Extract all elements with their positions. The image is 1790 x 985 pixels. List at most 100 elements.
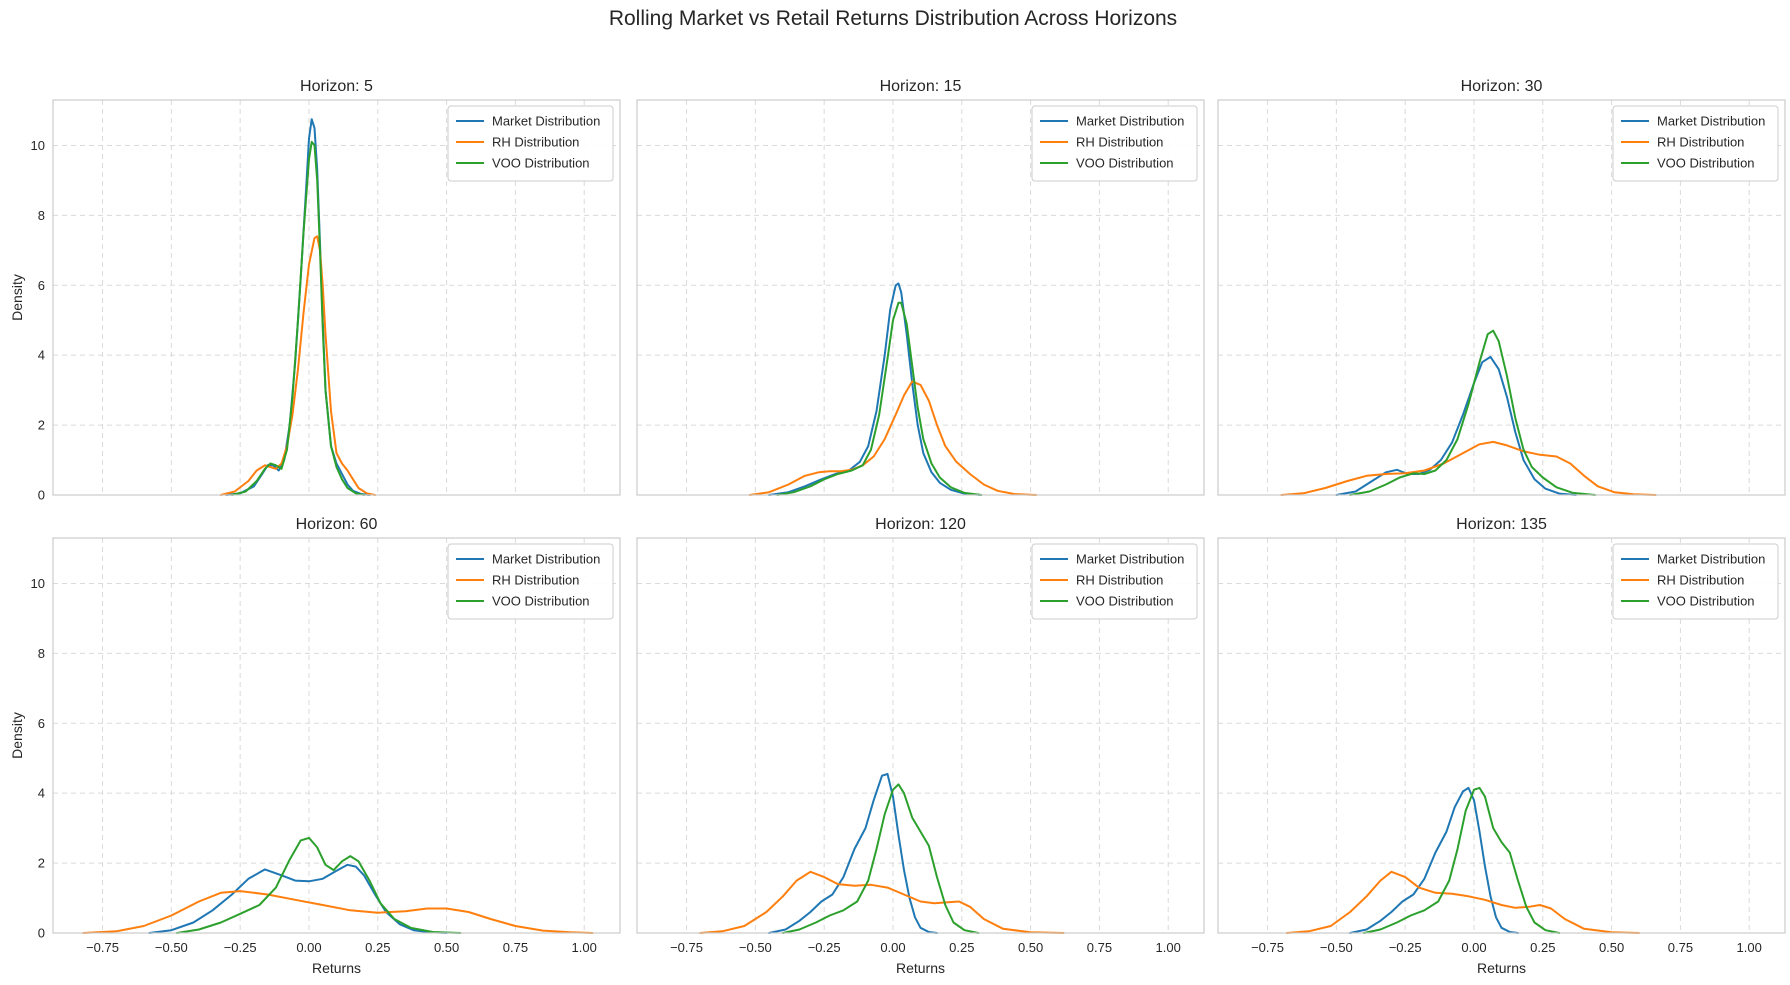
x-tick-label: −0.25 <box>224 940 257 955</box>
x-tick-label: 1.00 <box>1156 940 1181 955</box>
legend-label-market: Market Distribution <box>1657 552 1765 567</box>
market-distribution-line <box>768 282 983 496</box>
x-tick-label: 1.00 <box>572 940 597 955</box>
axes-frame <box>52 537 621 934</box>
y-tick-label: 0 <box>38 926 45 941</box>
x-axis-label: Returns <box>312 960 361 976</box>
x-tick-label: 0.50 <box>1599 940 1624 955</box>
legend-label-market: Market Distribution <box>1657 114 1765 129</box>
legend: Market Distribution RH Distribution VOO Di… <box>1031 543 1198 620</box>
rh-distribution-line <box>82 890 594 934</box>
subplot-2: Horizon: 15 Market Distribution RH Distrib… <box>636 78 1205 496</box>
x-tick-label: 0.75 <box>1087 940 1112 955</box>
legend-box <box>447 105 614 182</box>
axes-frame <box>1217 99 1786 496</box>
y-tick-label: 6 <box>38 278 45 293</box>
subplot-4: −0.75 −0.50 −0.25 0.00 0.25 0.50 0.75 1.00 0 2 4 6 8… <box>9 516 621 976</box>
legend-label-voo: VOO Distribution <box>1076 594 1174 609</box>
y-tick-label: 4 <box>38 786 45 801</box>
y-tick-label: 10 <box>31 576 45 591</box>
x-tick-label: −0.75 <box>1251 940 1284 955</box>
x-tick-label: −0.50 <box>155 940 188 955</box>
legend-box <box>1031 543 1198 620</box>
x-tick-label: 0.00 <box>296 940 321 955</box>
voo-distribution-line <box>175 836 462 934</box>
y-axis-label: Density <box>9 274 25 321</box>
subplot-grid: 0 2 4 6 8 10 Horizon: 5 Density Market Distribut… <box>9 78 1786 976</box>
rh-distribution-line <box>699 870 1065 934</box>
x-tick-label: 0.50 <box>434 940 459 955</box>
legend-box <box>447 543 614 620</box>
market-distribution-line <box>1349 786 1519 934</box>
x-tick-label: −0.25 <box>808 940 841 955</box>
legend-label-voo: VOO Distribution <box>1657 594 1755 609</box>
x-tick-label: 1.00 <box>1737 940 1762 955</box>
voo-distribution-line <box>781 783 980 934</box>
legend-box <box>1031 105 1198 182</box>
legend-label-market: Market Distribution <box>492 114 600 129</box>
market-distribution-line <box>768 773 938 934</box>
legend-label-voo: VOO Distribution <box>492 156 590 171</box>
x-tick-label: −0.50 <box>1320 940 1353 955</box>
legend-label-voo: VOO Distribution <box>1076 156 1174 171</box>
legend-label-market: Market Distribution <box>1076 552 1184 567</box>
subplot-title: Horizon: 135 <box>1456 516 1547 533</box>
axes-frame <box>636 537 1205 934</box>
voo-distribution-line <box>776 301 983 496</box>
legend-box <box>1612 105 1779 182</box>
x-tick-label: −0.50 <box>739 940 772 955</box>
legend-box <box>1612 543 1779 620</box>
y-tick-label: 4 <box>38 348 45 363</box>
subplot-6: −0.75 −0.50 −0.25 0.00 0.25 0.50 0.75 1.00 Horiz… <box>1217 516 1786 976</box>
x-tick-label: 0.00 <box>880 940 905 955</box>
x-tick-label: 0.50 <box>1018 940 1043 955</box>
legend-label-rh: RH Distribution <box>492 135 579 150</box>
legend-label-voo: VOO Distribution <box>1657 156 1755 171</box>
x-tick-label: 0.00 <box>1461 940 1486 955</box>
x-axis-label: Returns <box>1477 960 1526 976</box>
rh-distribution-line <box>1285 870 1641 934</box>
x-tick-label: 0.75 <box>1668 940 1693 955</box>
x-axis-label: Returns <box>896 960 945 976</box>
y-tick-label: 8 <box>38 646 45 661</box>
x-tick-label: 0.25 <box>365 940 390 955</box>
legend: Market Distribution RH Distribution VOO Di… <box>1612 543 1779 620</box>
subplot-5: −0.75 −0.50 −0.25 0.00 0.25 0.50 0.75 1.00 Horiz… <box>636 516 1205 976</box>
voo-distribution-line <box>230 140 365 496</box>
rh-distribution-line <box>219 235 376 496</box>
y-tick-label: 10 <box>31 138 45 153</box>
y-axis-label: Density <box>9 712 25 759</box>
legend-label-rh: RH Distribution <box>1076 573 1163 588</box>
x-tick-label: 0.25 <box>949 940 974 955</box>
rh-distribution-line <box>748 380 1038 496</box>
x-tick-label: −0.75 <box>86 940 119 955</box>
legend: Market Distribution RH Distribution VOO Di… <box>447 543 614 620</box>
market-distribution-line <box>1335 355 1577 496</box>
x-tick-label: 0.25 <box>1530 940 1555 955</box>
y-tick-label: 0 <box>38 488 45 503</box>
legend: Market Distribution RH Distribution VOO Di… <box>1612 105 1779 182</box>
x-tick-label: −0.75 <box>670 940 703 955</box>
legend-label-market: Market Distribution <box>492 552 600 567</box>
y-tick-label: 2 <box>38 418 45 433</box>
legend: Market Distribution RH Distribution VOO Di… <box>447 105 614 182</box>
legend-label-rh: RH Distribution <box>1657 135 1744 150</box>
legend: Market Distribution RH Distribution VOO Di… <box>1031 105 1198 182</box>
y-tick-label: 8 <box>38 208 45 223</box>
subplot-1: 0 2 4 6 8 10 Horizon: 5 Density Market Distribut… <box>9 78 621 503</box>
legend-label-rh: RH Distribution <box>1076 135 1163 150</box>
subplot-title: Horizon: 30 <box>1461 78 1543 95</box>
legend-label-market: Market Distribution <box>1076 114 1184 129</box>
y-tick-label: 2 <box>38 856 45 871</box>
axes-frame <box>636 99 1205 496</box>
subplot-3: Horizon: 30 Market Distribution RH Distrib… <box>1217 78 1786 496</box>
axes-frame <box>52 99 621 496</box>
voo-distribution-line <box>1349 329 1597 496</box>
x-tick-label: 0.75 <box>503 940 528 955</box>
figure-title: Rolling Market vs Retail Returns Distrib… <box>609 7 1177 30</box>
y-tick-label: 6 <box>38 716 45 731</box>
x-tick-label: −0.25 <box>1389 940 1422 955</box>
subplot-title: Horizon: 15 <box>880 78 962 95</box>
subplot-title: Horizon: 5 <box>300 78 373 95</box>
